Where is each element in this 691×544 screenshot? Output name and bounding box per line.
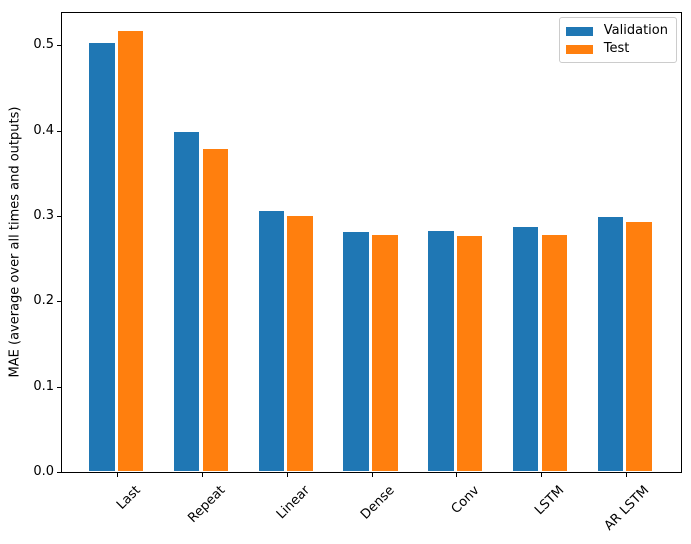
bar-validation-last	[89, 42, 115, 471]
bar-test-conv	[456, 236, 483, 471]
y-tick-label-0-3: 0.3	[33, 208, 54, 224]
x-tick-mark-repeat	[202, 473, 203, 477]
x-tick-mark-dense	[372, 473, 373, 477]
x-tick-label-ar-lstm: AR LSTM	[601, 483, 653, 534]
bar-test-ar-lstm	[626, 221, 652, 471]
bar-validation-dense	[343, 232, 369, 471]
y-tick-mark-0-1	[57, 387, 61, 388]
y-tick-label-0-2: 0.2	[33, 293, 54, 309]
bar-validation-lstm	[512, 226, 539, 471]
legend-entry-validation: Validation	[565, 22, 668, 40]
plot-area: Validation Test	[61, 12, 682, 473]
bar-validation-ar-lstm	[597, 216, 624, 471]
y-tick-mark-0-2	[57, 301, 61, 302]
legend-swatch-validation	[565, 26, 593, 36]
bar-validation-conv	[428, 231, 454, 471]
x-tick-label-linear: Linear	[274, 483, 314, 523]
legend-label-test: Test	[603, 41, 630, 56]
bar-test-linear	[287, 215, 313, 471]
x-tick-label-lstm: LSTM	[532, 483, 568, 519]
x-tick-label-conv: Conv	[448, 483, 483, 517]
y-tick-label-0-4: 0.4	[33, 122, 54, 138]
y-tick-mark-0-3	[57, 216, 61, 217]
legend-swatch-test	[565, 44, 593, 54]
y-tick-label-0-0: 0.0	[33, 464, 54, 479]
y-tick-mark-0-0	[57, 472, 61, 473]
x-tick-label-last: Last	[114, 483, 144, 513]
y-tick-mark-0-4	[57, 131, 61, 132]
legend-entry-test: Test	[565, 40, 668, 58]
y-tick-label-0-1: 0.1	[33, 378, 54, 394]
bar-test-repeat	[202, 149, 229, 471]
bar-test-lstm	[541, 234, 568, 471]
x-tick-mark-last	[117, 473, 118, 477]
legend: Validation Test	[558, 17, 677, 63]
bar-validation-repeat	[173, 132, 200, 471]
y-tick-label-0-5: 0.5	[33, 37, 54, 53]
x-tick-mark-lstm	[541, 473, 542, 477]
bar-validation-linear	[258, 210, 285, 471]
x-tick-label-repeat: Repeat	[185, 483, 229, 526]
x-tick-mark-linear	[287, 473, 288, 477]
y-tick-mark-0-5	[57, 45, 61, 46]
bar-test-dense	[372, 234, 398, 471]
x-tick-mark-conv	[456, 473, 457, 477]
y-axis-label: MAE (average over all times and outputs)	[7, 106, 23, 378]
x-tick-mark-ar-lstm	[626, 473, 627, 477]
x-tick-label-dense: Dense	[358, 483, 399, 523]
legend-label-validation: Validation	[603, 23, 668, 38]
bar-test-last	[117, 30, 144, 471]
